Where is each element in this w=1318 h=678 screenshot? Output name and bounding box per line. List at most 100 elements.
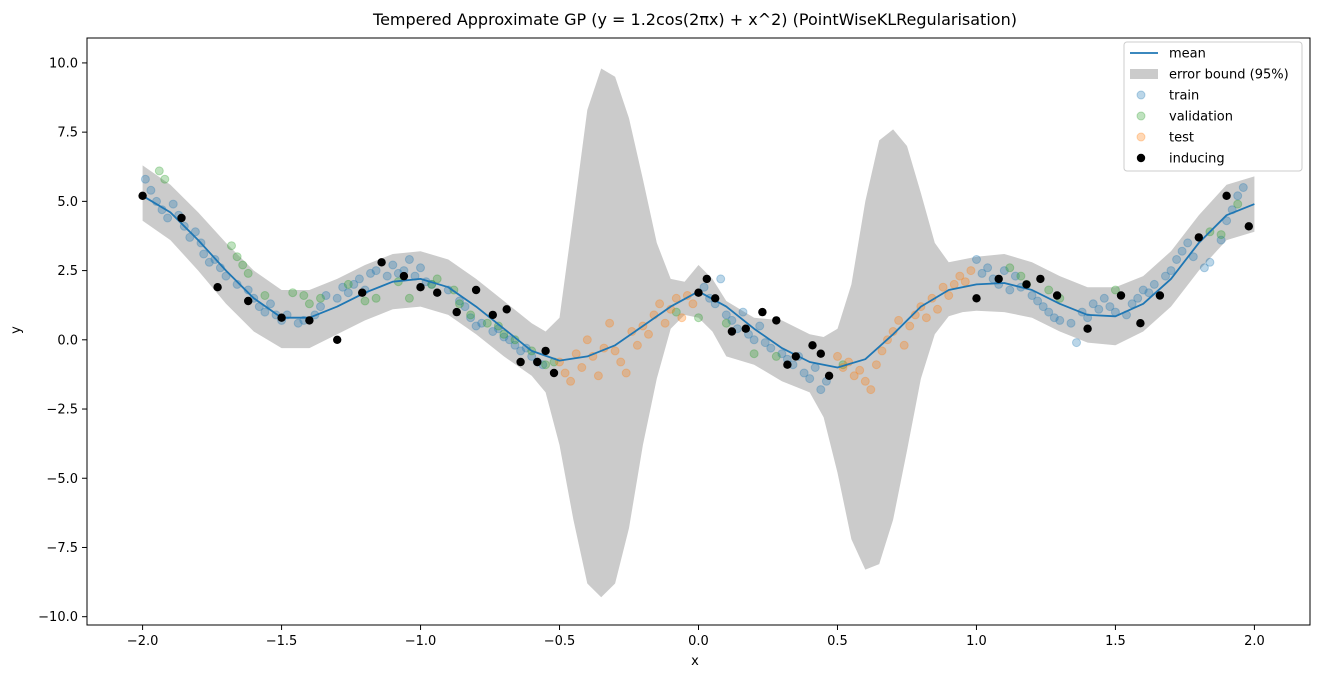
train-point	[1055, 315, 1065, 325]
inducing-point	[816, 349, 825, 358]
train-point	[321, 291, 331, 300]
train-point	[460, 302, 470, 312]
inducing-point	[502, 305, 511, 314]
test-point	[877, 346, 887, 356]
test-point	[671, 293, 681, 303]
y-tick-label: 10.0	[49, 56, 78, 71]
train-point	[1183, 238, 1193, 248]
x-tick-label: 0.5	[827, 634, 848, 649]
y-tick-label: 0.0	[57, 333, 78, 348]
train-point	[1066, 318, 1076, 328]
inducing-point	[711, 294, 720, 303]
test-point	[593, 371, 603, 381]
validation-point	[404, 293, 414, 303]
train-point	[471, 321, 481, 331]
train-point	[1038, 302, 1048, 312]
train-point	[332, 293, 342, 303]
train-point	[293, 318, 303, 328]
inducing-point	[808, 341, 817, 350]
test-point	[660, 318, 670, 328]
validation-point	[432, 274, 442, 284]
train-point	[983, 263, 993, 273]
train-point	[1044, 307, 1054, 317]
inducing-point	[694, 288, 703, 297]
error-band	[142, 68, 1255, 598]
validation-point	[343, 279, 353, 289]
train-point	[1027, 291, 1037, 300]
train-point	[1094, 304, 1104, 314]
train-point	[1216, 235, 1226, 245]
train-point	[146, 185, 156, 195]
train-point	[527, 351, 537, 361]
x-tick-label: −2.0	[127, 634, 159, 649]
legend-label-test: test	[1169, 131, 1194, 146]
inducing-point	[244, 296, 253, 306]
validation-point	[154, 166, 164, 176]
inducing-point	[702, 274, 711, 284]
validation-point	[360, 296, 370, 306]
test-point	[966, 266, 976, 276]
train-point	[1049, 313, 1059, 323]
validation-point	[371, 293, 381, 303]
train-point	[499, 332, 509, 342]
train-point	[1144, 288, 1154, 298]
train-point	[140, 174, 150, 184]
train-point	[1133, 293, 1143, 303]
inducing-point	[783, 360, 792, 369]
test-point	[644, 329, 653, 339]
y-tick-label: 5.0	[57, 195, 78, 210]
inducing-point	[1136, 319, 1145, 328]
validation-point	[316, 293, 325, 303]
validation-point	[1110, 285, 1120, 295]
inducing-points	[138, 191, 1254, 380]
train-point	[316, 302, 325, 312]
validation-points	[154, 166, 1243, 370]
x-axis-ticks: −2.0 −1.5 −1.0 −0.5 0.0 0.5 1.0 1.5 2.0	[127, 625, 1265, 649]
train-point	[1127, 299, 1137, 309]
train-point	[371, 266, 381, 276]
train-point	[972, 255, 981, 264]
train-point	[805, 374, 815, 384]
validation-point	[721, 318, 731, 328]
legend: mean error bound (95%) train validation test…	[1123, 41, 1303, 172]
train-point	[185, 232, 195, 242]
test-point	[849, 371, 859, 381]
train-point	[404, 255, 414, 264]
inducing-point	[177, 213, 186, 223]
inducing-point	[516, 357, 525, 367]
y-axis-ticks: −10.0 −7.5 −5.0 −2.5 0.0 2.5 5.0 7.5 10.0	[38, 56, 87, 625]
x-tick-label: 2.0	[1244, 634, 1265, 649]
train-point	[1199, 263, 1209, 273]
legend-label-band: error bound (95%)	[1169, 68, 1289, 83]
inducing-point	[488, 310, 497, 320]
y-tick-label: 7.5	[57, 126, 78, 141]
validation-point	[771, 351, 781, 361]
inducing-point	[399, 271, 409, 281]
train-point	[190, 227, 200, 237]
test-point	[577, 363, 587, 372]
inducing-point	[333, 335, 342, 344]
train-point	[1088, 299, 1098, 309]
y-tick-label: −7.5	[46, 541, 78, 556]
validation-point	[749, 349, 759, 359]
train-point	[1161, 271, 1170, 281]
test-point	[899, 340, 909, 350]
test-point	[921, 313, 931, 323]
validation-point	[482, 318, 492, 328]
inducing-point	[433, 288, 442, 297]
inducing-point	[1083, 324, 1092, 333]
train-point	[1166, 266, 1176, 276]
validation-point	[1044, 285, 1054, 295]
train-point	[505, 335, 514, 345]
train-point	[388, 260, 398, 270]
validation-point	[493, 321, 503, 331]
train-point	[338, 282, 348, 292]
legend-label-mean: mean	[1169, 47, 1206, 62]
train-point	[416, 263, 425, 273]
inducing-point	[791, 352, 800, 361]
validation-point	[288, 288, 298, 298]
test-point	[677, 313, 687, 323]
test-point	[571, 349, 581, 359]
train-point	[1149, 279, 1159, 289]
inducing-point	[533, 357, 542, 367]
